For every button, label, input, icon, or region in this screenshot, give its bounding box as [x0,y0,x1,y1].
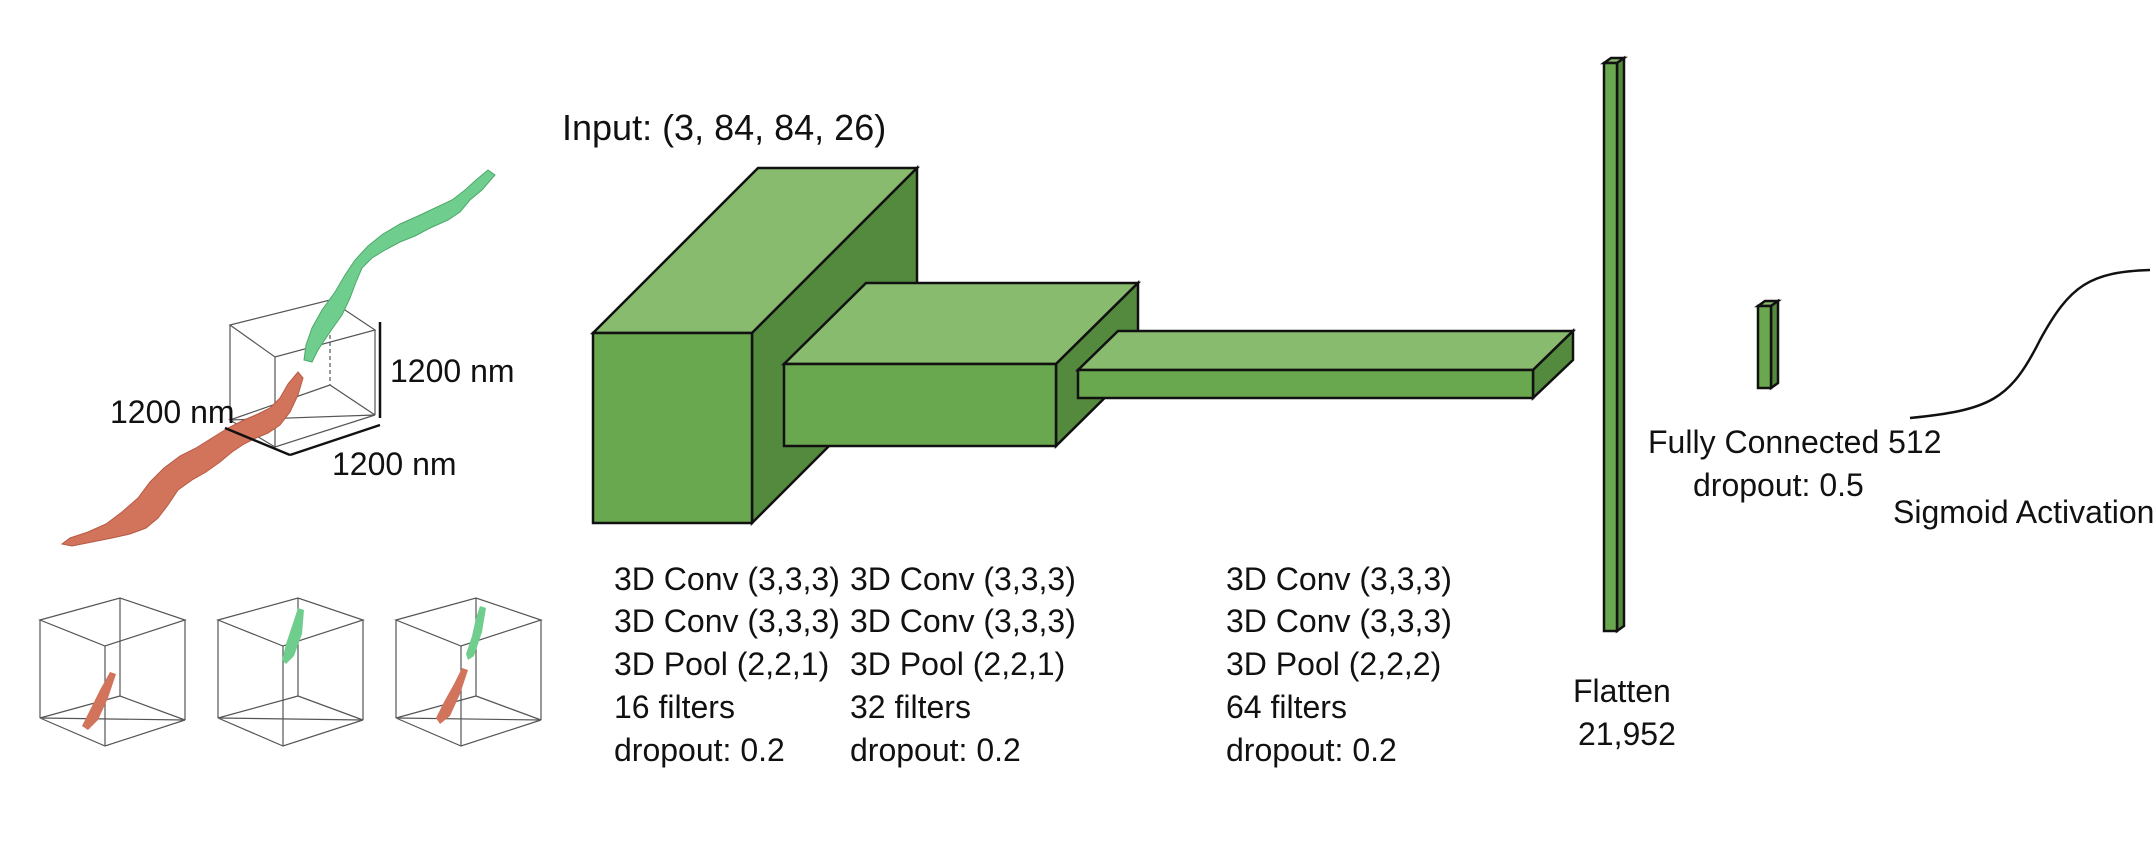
conv-block-1-front [591,331,754,525]
red-sample [436,668,468,724]
conv-2-line-5: dropout: 0.2 [850,732,1021,768]
conv-3-line-3: 3D Pool (2,2,2) [1226,646,1441,682]
dim-line-z [289,423,381,457]
green-sample [466,606,486,660]
red-sample [82,672,116,730]
conv-3-line-5: dropout: 0.2 [1226,732,1397,768]
fc-dropout: dropout: 0.5 [1693,467,1864,503]
conv-2-line-1: 3D Conv (3,3,3) [850,561,1076,597]
conv-block-3-top [1074,329,1577,372]
activation-label: Sigmoid Activation [1893,494,2154,530]
sample-cube-1 [38,597,187,747]
conv-3-line-2: 3D Conv (3,3,3) [1226,603,1452,639]
green-neuron [303,169,496,363]
sample-cube-3 [394,597,543,747]
conv-1-line-5: dropout: 0.2 [614,732,785,768]
dim-label-z: 1200 nm [332,446,457,482]
dim-line-x [224,426,291,457]
sample-cube-2 [216,597,365,747]
conv-1-line-3: 3D Pool (2,2,1) [614,646,829,682]
input-shape-label: Input: (3, 84, 84, 26) [562,107,886,148]
conv-block-2-front [782,362,1058,448]
conv-3-line-4: 64 filters [1226,689,1347,725]
specimen-illustration: 1200 nm 1200 nm 1200 nm [60,169,515,547]
sigmoid-curve [1909,268,2151,420]
conv-block-2-label: 3D Conv (3,3,3) 3D Conv (3,3,3) 3D Pool … [850,561,1076,768]
conv-3-line-1: 3D Conv (3,3,3) [1226,561,1452,597]
flatten-size: 21,952 [1578,716,1676,752]
dim-label-x: 1200 nm [110,394,235,430]
flatten-layer [1600,55,1628,634]
fc-label: Fully Connected 512 [1648,424,1942,460]
conv-block-3-label: 3D Conv (3,3,3) 3D Conv (3,3,3) 3D Pool … [1226,561,1452,768]
conv-block-3 [1074,328,1577,401]
conv-1-line-4: 16 filters [614,689,735,725]
dim-label-y: 1200 nm [390,353,515,389]
conv-block-3-front [1076,368,1535,400]
flatten-label: Flatten [1573,673,1671,709]
conv-2-line-4: 32 filters [850,689,971,725]
conv-1-line-1: 3D Conv (3,3,3) [614,561,840,597]
fully-connected-layer [1754,298,1782,391]
conv-2-line-3: 3D Pool (2,2,1) [850,646,1065,682]
green-sample [282,608,304,664]
conv-1-line-2: 3D Conv (3,3,3) [614,603,840,639]
conv-block-1-label: 3D Conv (3,3,3) 3D Conv (3,3,3) 3D Pool … [614,561,840,768]
conv-2-line-2: 3D Conv (3,3,3) [850,603,1076,639]
